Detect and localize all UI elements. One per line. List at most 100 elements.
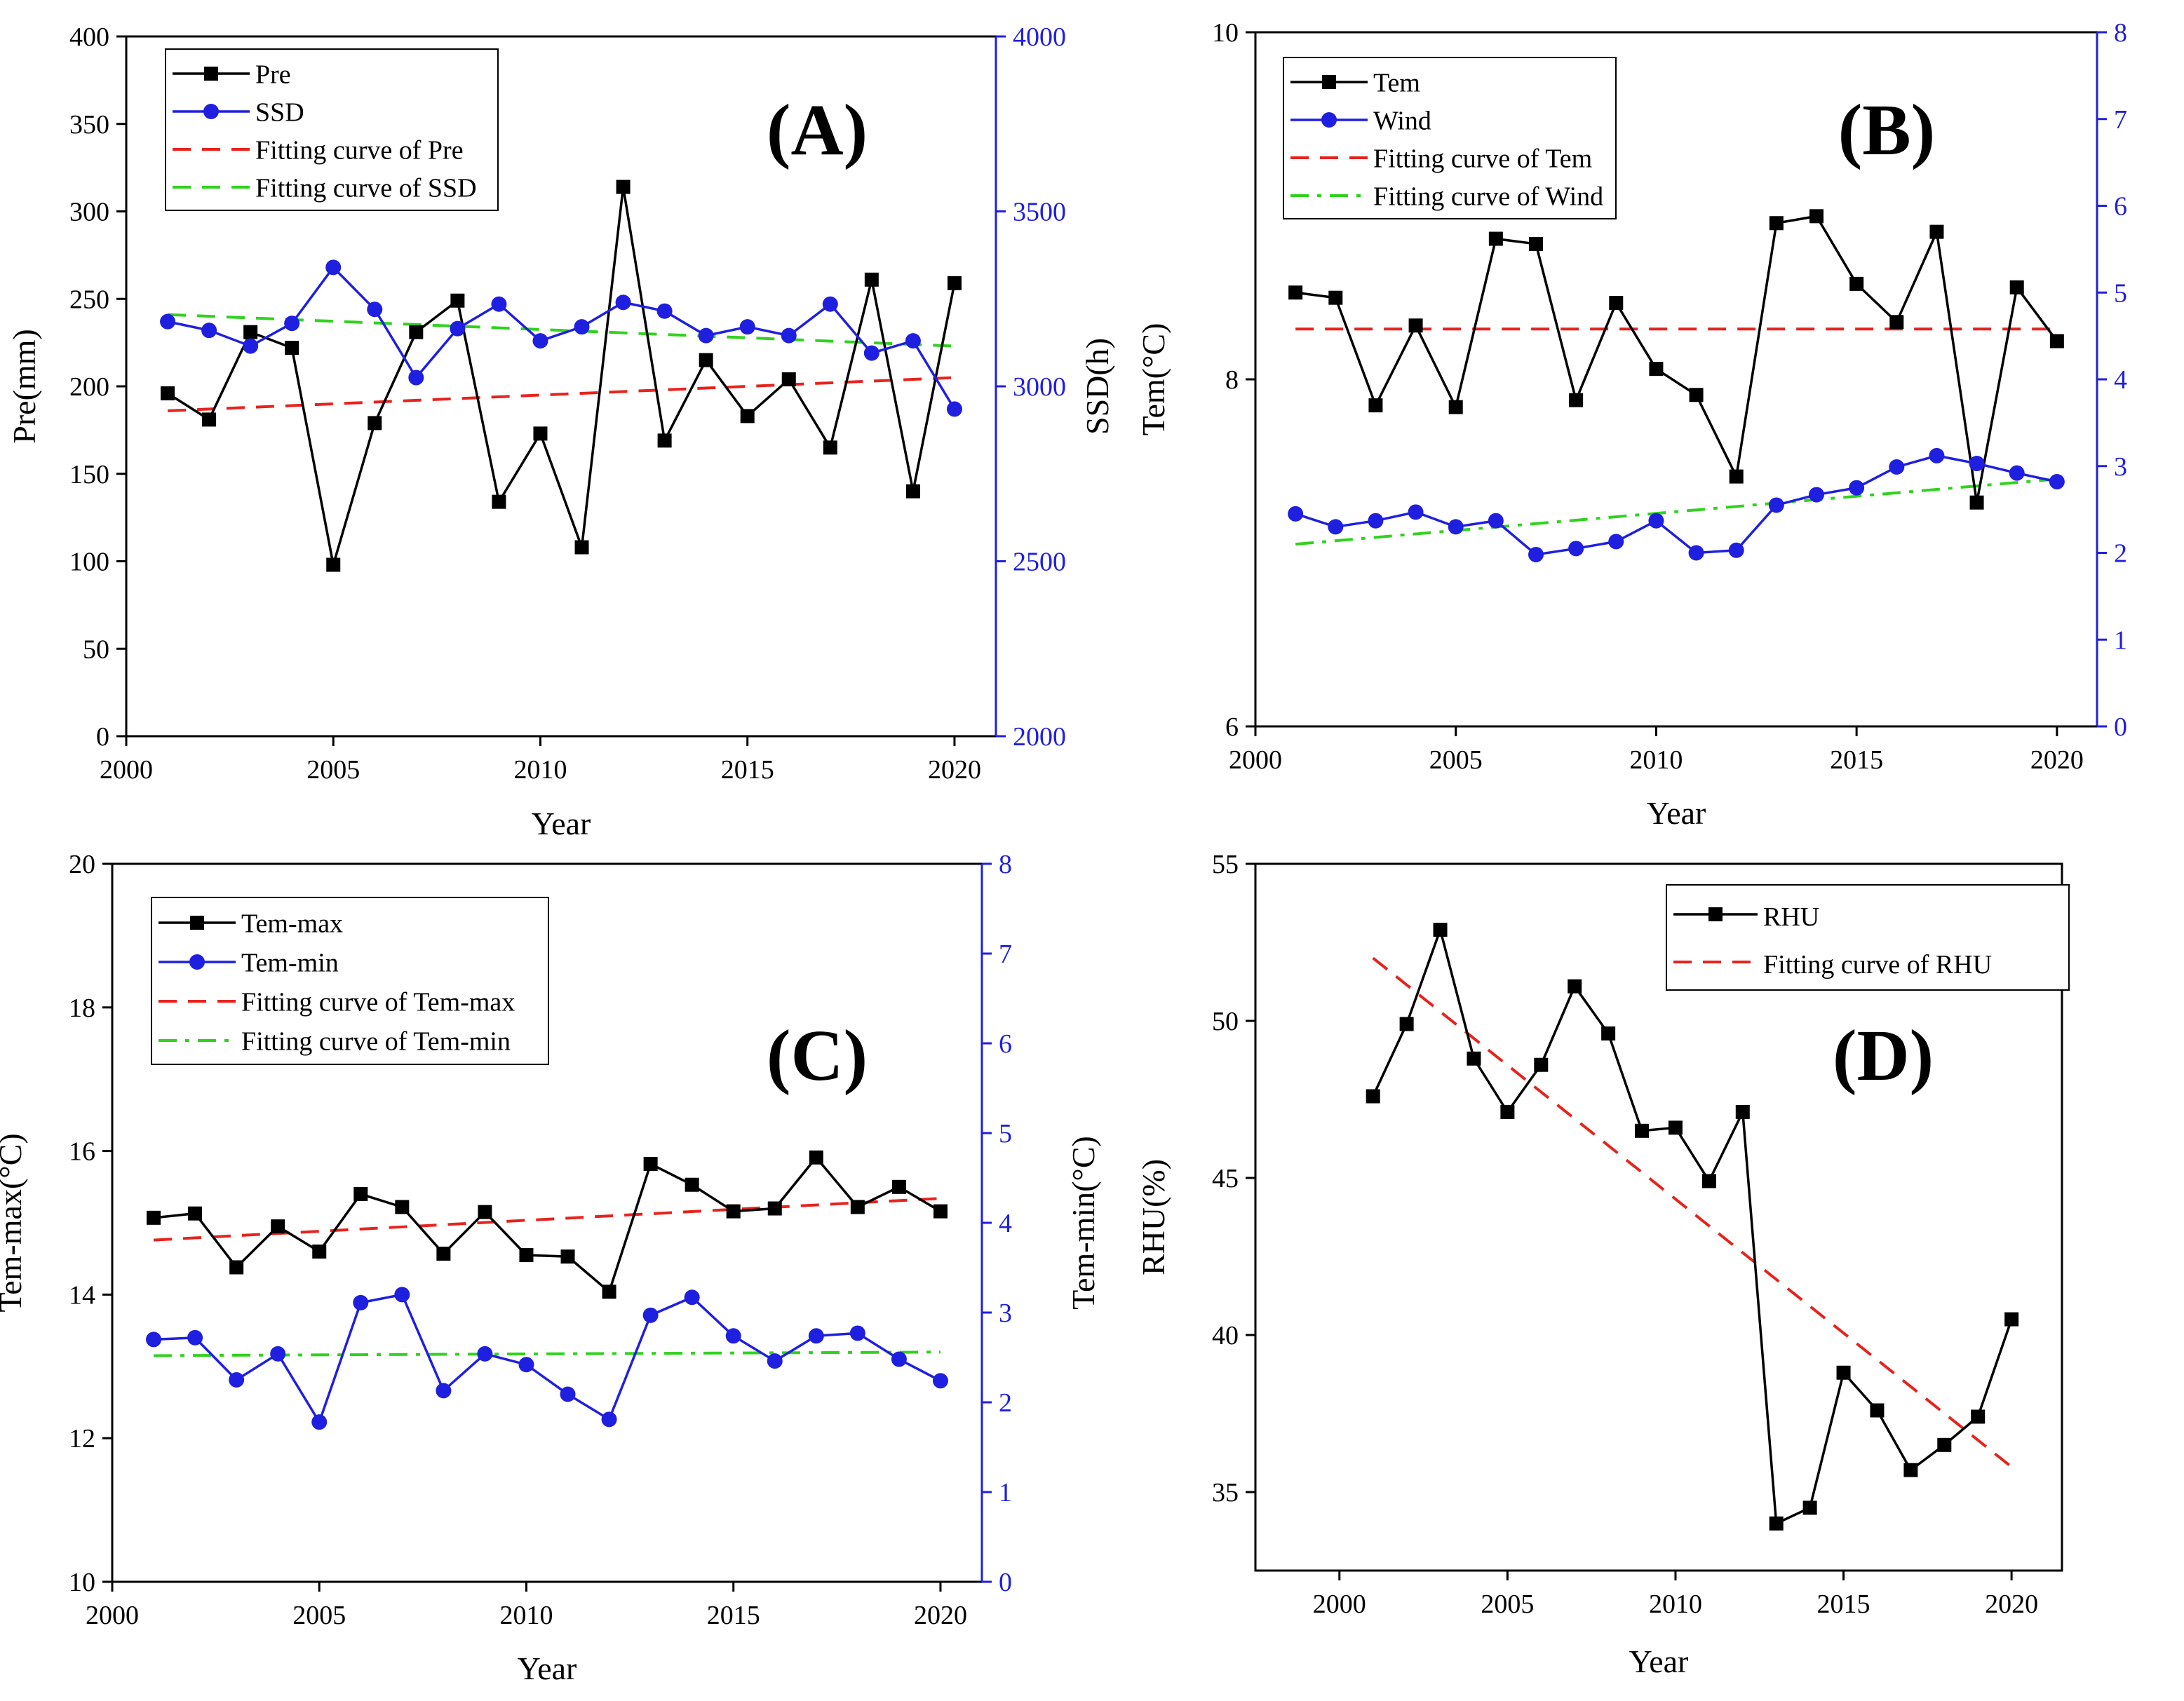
data-point	[643, 1157, 658, 1172]
data-point	[478, 1205, 492, 1219]
data-point	[312, 1244, 327, 1259]
data-point	[1971, 1409, 1986, 1424]
data-point	[161, 386, 175, 400]
data-point	[518, 1357, 534, 1373]
data-point	[642, 1307, 659, 1323]
legend-label: Fitting curve of Tem	[1373, 144, 1592, 173]
data-point	[822, 296, 838, 312]
x-tick-label: 2000	[100, 755, 153, 785]
data-point	[1768, 497, 1784, 513]
y-tick-label-right: 2	[2114, 539, 2127, 569]
data-point	[1601, 1026, 1616, 1041]
data-point	[533, 426, 548, 441]
legend-box	[1666, 884, 2070, 991]
data-point	[684, 1289, 700, 1306]
series-line-rhu	[1372, 926, 2013, 1526]
legend: RHU Fitting curve of RHU	[1666, 884, 2070, 991]
x-tick-label: 2005	[1481, 1590, 1534, 1619]
x-tick-label: 2015	[1830, 745, 1883, 775]
data-point	[353, 1187, 368, 1202]
data-point	[1735, 1104, 1750, 1119]
data-point	[1849, 276, 1864, 291]
data-point	[532, 333, 548, 349]
y-tick-label-left: 300	[69, 198, 109, 227]
y-tick-label-left: 350	[69, 110, 109, 140]
y-tick-label-left: 20	[69, 850, 95, 879]
legend-box	[165, 48, 499, 211]
legend-label: Fitting curve of Pre	[255, 135, 464, 165]
data-point	[1288, 285, 1303, 300]
x-tick-label: 2010	[1629, 745, 1683, 775]
data-point	[947, 276, 962, 290]
legend-label: Tem	[1373, 68, 1420, 97]
data-point	[270, 1346, 286, 1362]
data-point	[823, 440, 837, 455]
data-point	[574, 319, 590, 335]
data-point	[1328, 290, 1343, 305]
data-point	[243, 325, 258, 339]
data-point	[725, 1328, 741, 1344]
y-tick-label-left: 50	[83, 635, 109, 664]
data-point	[311, 1414, 328, 1430]
data-point	[849, 1325, 865, 1341]
y-tick-label-left: 10	[1212, 18, 1239, 48]
y-tick-label-left: 6	[1225, 712, 1239, 742]
legend: Tem-max Tem-min Fitting curve of Tem-max Fi…	[151, 897, 549, 1065]
data-point	[1399, 1017, 1414, 1031]
x-tick-label: 2020	[2030, 745, 2084, 775]
data-point	[436, 1383, 452, 1399]
data-point	[285, 341, 299, 355]
data-point	[1969, 456, 1985, 472]
legend-label: RHU	[1763, 902, 1819, 932]
data-point	[1729, 469, 1744, 484]
data-point	[1929, 447, 1945, 463]
data-point	[1836, 1365, 1851, 1380]
y-tick-label-left: 250	[69, 285, 109, 314]
data-point	[1608, 534, 1624, 550]
data-point	[574, 540, 589, 555]
data-point	[147, 1210, 161, 1225]
data-point	[781, 327, 797, 344]
data-point	[2009, 465, 2025, 481]
data-point	[1448, 519, 1464, 535]
data-point	[229, 1372, 245, 1388]
data-point	[1568, 979, 1582, 994]
data-point	[864, 272, 879, 287]
x-tick-label: 2010	[1649, 1590, 1702, 1619]
data-point	[891, 1179, 906, 1194]
data-point	[739, 319, 755, 335]
data-point	[1288, 506, 1304, 522]
x-tick-label: 2015	[1817, 1590, 1870, 1619]
data-point	[656, 303, 673, 319]
y-axis-label-left: RHU(%)	[1135, 1159, 1171, 1275]
data-point	[271, 1219, 285, 1234]
legend-marker	[1322, 75, 1336, 89]
x-axis-label: Year	[518, 1651, 577, 1686]
panel-label: (A)	[767, 90, 868, 170]
legend-label: Fitting curve of RHU	[1763, 950, 1992, 980]
data-point	[201, 323, 217, 339]
y-tick-label-left: 50	[1212, 1007, 1239, 1036]
y-tick-label-right: 0	[2114, 712, 2127, 742]
legend-box	[1283, 57, 1617, 219]
legend: Tem Wind Fitting curve of Tem Fitting curve…	[1283, 57, 1617, 219]
legend: Pre SSD Fitting curve of Pre Fitting curve …	[165, 48, 499, 211]
data-point	[1937, 1437, 1952, 1452]
data-point	[395, 1200, 410, 1214]
data-point	[1635, 1123, 1650, 1138]
series-line-wind	[1295, 454, 2058, 556]
series-wind	[1288, 447, 2065, 562]
data-point	[1903, 1463, 1918, 1477]
data-point	[160, 313, 176, 330]
series-tem	[1288, 209, 2064, 510]
x-tick-label: 2010	[513, 755, 567, 785]
y-tick-label-left: 18	[69, 994, 95, 1023]
y-axis-label-right: SSD(h)	[1079, 338, 1115, 435]
y-tick-label-right: 4	[2114, 365, 2127, 395]
x-tick-label: 2000	[1229, 745, 1282, 775]
data-point	[187, 1329, 203, 1346]
y-tick-label-right: 3500	[1013, 198, 1066, 227]
y-tick-label-right: 8	[999, 850, 1012, 879]
data-point	[1569, 393, 1584, 407]
